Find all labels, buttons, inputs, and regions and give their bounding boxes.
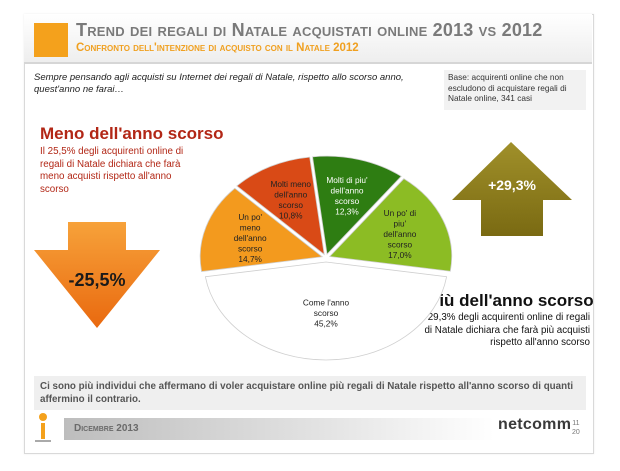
page-number: 11 20 <box>572 419 580 437</box>
meno-heading: Meno dell'anno scorso <box>40 124 224 143</box>
piu-description: Il 29,3% degli acquirenti online di rega… <box>420 312 590 348</box>
piu-heading: Più dell'anno scorso <box>428 291 594 310</box>
pie-slice <box>328 178 453 272</box>
pie-slice <box>236 156 325 256</box>
header-band <box>24 14 592 64</box>
pie-slice <box>199 187 324 272</box>
pie-slice-label: Molti meno dell'anno scorso 10,8% <box>270 179 311 221</box>
pie-slice-label: Come l'anno scorso 45,2% <box>303 297 350 328</box>
survey-question: Sempre pensando agli acquisti su Interne… <box>34 72 404 95</box>
down-arrow: -25,5% <box>34 222 160 328</box>
page-total: 20 <box>572 429 580 436</box>
down-arrow-shape <box>34 222 160 328</box>
footer-bar <box>64 418 494 440</box>
person-icon <box>35 413 51 442</box>
meno-description: Il 25,5% degli acquirenti online di rega… <box>40 146 184 195</box>
header: Trend dei regali di Natale acquistati on… <box>24 14 592 64</box>
conclusion-note: Ci sono più individui che affermano di v… <box>34 376 586 410</box>
chart-canvas: -25,5% +29,3% Come l'anno scorso 45,2% Un p… <box>34 142 572 361</box>
slide-content: Sempre pensando agli acquisti su Interne… <box>24 14 594 452</box>
slide-subtitle: Confronto dell'intenzione di acquisto co… <box>76 42 359 54</box>
up-arrow: +29,3% <box>452 142 572 236</box>
base-note: Base: acquirenti online che non escludon… <box>444 70 586 110</box>
pie-chart: Come l'anno scorso 45,2% Un po' meno dell'ann… <box>199 155 453 361</box>
pie-slice-label: Un po' meno dell'anno scorso 14,7% <box>234 212 267 264</box>
down-arrow-value: -25,5% <box>68 270 125 290</box>
netcomm-logo: netcomm <box>498 416 572 433</box>
pie-slice-label: Un po' di piu' dell'anno scorso 17,0% <box>383 208 416 260</box>
up-arrow-shape <box>452 142 572 236</box>
pie-slice <box>312 155 402 256</box>
header-accent-square <box>34 23 68 57</box>
pie-slice <box>204 261 448 361</box>
slide-title: Trend dei regali di Natale acquistati on… <box>76 20 543 40</box>
up-arrow-value: +29,3% <box>488 177 536 193</box>
footer-date: Dicembre 2013 <box>74 423 139 434</box>
pie-slice-label: Molti di piu' dell'anno scorso 12,3% <box>326 175 368 217</box>
page-current: 11 <box>572 420 580 427</box>
